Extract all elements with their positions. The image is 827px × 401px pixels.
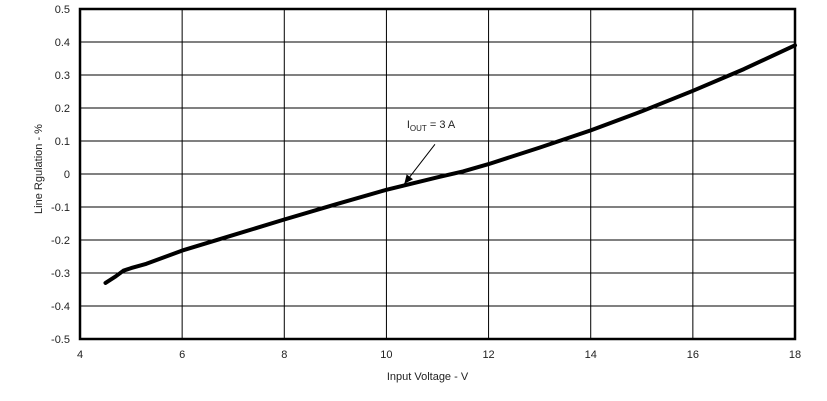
arrowhead-icon xyxy=(404,174,413,184)
x-tick-label: 16 xyxy=(687,349,699,361)
plot-frame xyxy=(78,7,797,341)
y-tick-label: -0.1 xyxy=(51,202,70,214)
y-axis-label: Line Rgulation - % xyxy=(33,124,45,214)
data-series xyxy=(103,43,797,285)
y-tick-label: 0.5 xyxy=(55,4,70,16)
annotation-iout: IOUT = 3 A xyxy=(403,119,456,185)
x-axis-label: Input Voltage - V xyxy=(387,371,469,383)
grid-lines xyxy=(79,8,796,340)
y-tick-label: 0.4 xyxy=(55,37,70,49)
x-tick-label: 8 xyxy=(281,349,287,361)
x-axis-ticks: 4 6 8 10 12 14 16 18 xyxy=(77,349,801,361)
x-tick-label: 4 xyxy=(77,349,83,361)
y-tick-label: -0.4 xyxy=(51,301,70,313)
y-tick-label: -0.2 xyxy=(51,235,70,247)
x-tick-label: 14 xyxy=(585,349,597,361)
x-tick-label: 18 xyxy=(789,349,801,361)
y-tick-label: 0.1 xyxy=(55,136,70,148)
series-line xyxy=(103,43,797,285)
x-tick-label: 10 xyxy=(380,349,392,361)
x-tick-label: 6 xyxy=(179,349,185,361)
y-tick-label: 0.2 xyxy=(55,103,70,115)
y-axis-ticks: 0.5 0.4 0.3 0.2 0.1 0 -0.1 -0.2 -0.3 -0.4 -0.5 xyxy=(51,4,70,346)
x-tick-label: 12 xyxy=(482,349,494,361)
y-tick-label: 0.3 xyxy=(55,70,70,82)
y-tick-label: -0.3 xyxy=(51,268,70,280)
y-tick-label: 0 xyxy=(64,169,70,181)
annotation-label: IOUT = 3 A xyxy=(407,119,456,133)
y-tick-label: -0.5 xyxy=(51,334,70,346)
